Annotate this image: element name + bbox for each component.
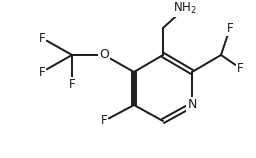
Text: O: O bbox=[99, 49, 109, 61]
Text: F: F bbox=[237, 61, 243, 75]
Text: F: F bbox=[101, 115, 107, 128]
Text: F: F bbox=[39, 31, 45, 45]
Text: F: F bbox=[227, 21, 233, 34]
Text: F: F bbox=[39, 66, 45, 79]
Text: N: N bbox=[187, 98, 197, 112]
Text: F: F bbox=[69, 79, 75, 91]
Text: NH$_2$: NH$_2$ bbox=[173, 0, 197, 15]
